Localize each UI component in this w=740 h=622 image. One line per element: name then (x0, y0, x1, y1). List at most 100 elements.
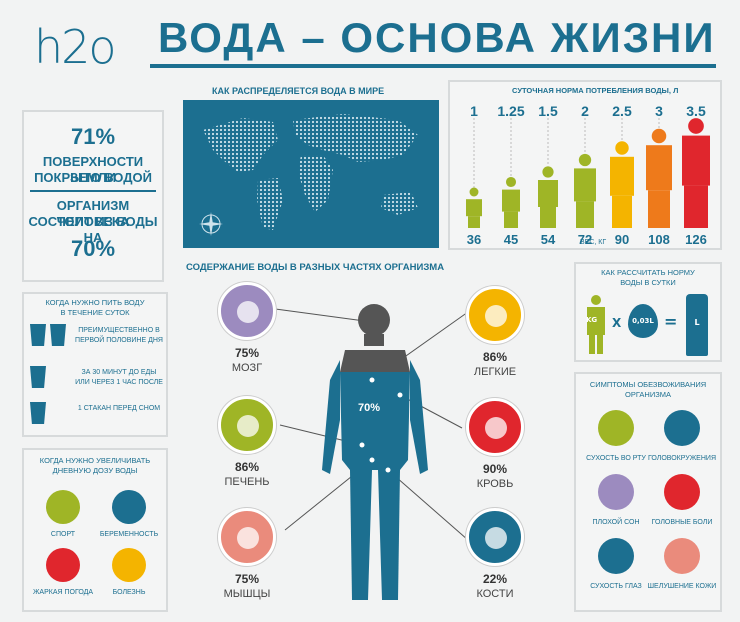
calc-panel: КАК РАССЧИТАТЬ НОРМУ ВОДЫ В СУТКИ KG X 0… (574, 262, 722, 362)
increase-title-1: КОГДА НУЖНО УВЕЛИЧИВАТЬ (39, 456, 151, 465)
page-title: ВОДА – ОСНОВА ЖИЗНИ (158, 14, 716, 61)
organ-percent: 90% (482, 462, 508, 476)
glass-icon (30, 402, 46, 424)
human-body-silhouette (322, 304, 428, 600)
organ-glyph (237, 415, 259, 437)
liters-value: 2 (581, 103, 589, 119)
lungs-icon (466, 286, 524, 344)
symptom-label: ПЛОХОЙ СОН (592, 519, 640, 526)
equals-sign: = (664, 312, 678, 331)
drink-item-text-2: ИЛИ ЧЕРЕЗ 1 ЧАС ПОСЛЕ (75, 379, 163, 386)
organ-label: КРОВЬ (476, 478, 514, 490)
earth-water-percent: 71% (70, 124, 116, 149)
daily-figure: 1.25 45 (497, 103, 524, 247)
daily-norm-title: СУТОЧНАЯ НОРМА ПОТРЕБЛЕНИЯ ВОДЫ, Л (512, 86, 679, 95)
headache-icon (664, 474, 700, 510)
glass-icon (30, 324, 46, 346)
increase-item-label: СПОРТ (50, 531, 76, 538)
blood-drop-icon (466, 398, 524, 456)
brain-icon (218, 282, 276, 340)
symptom-label: ГОЛОВОКРУЖЕНИЯ (648, 455, 716, 462)
daily-figure: 2 72 (574, 103, 596, 247)
symptom-label: ШЕЛУШЕНИЕ КОЖИ (647, 583, 717, 590)
kg-label: KG (586, 316, 598, 324)
thermometer-icon (112, 548, 146, 582)
dizziness-icon (664, 410, 700, 446)
earth-water-text-2: ПОКРЫТО ВОДОЙ (34, 170, 152, 185)
organ-label: МОЗГ (231, 362, 263, 374)
liters-value: 2.5 (612, 103, 632, 119)
increase-item-label: БОЛЕЗНЬ (112, 589, 146, 596)
organ-glyph (237, 527, 259, 549)
drink-item-text-2: ПЕРВОЙ ПОЛОВИНЕ ДНЯ (75, 337, 163, 344)
organ-label: МЫШЦЫ (223, 588, 271, 600)
weight-value: 36 (467, 232, 481, 247)
muscle-icon (218, 508, 276, 566)
liters-value: 3.5 (686, 103, 706, 119)
daily-norm-figures: 1 36 1.25 45 1.5 54 2 72 2.5 90 3 108 3.5 126 (466, 103, 710, 247)
h2o-logo: h2o (34, 20, 117, 74)
daily-figure: 1 36 (466, 103, 482, 247)
eye-icon (598, 538, 634, 574)
daily-figure: 1.5 54 (538, 103, 558, 247)
organ-percent: 75% (234, 572, 260, 586)
world-map-dots-icon (199, 114, 418, 236)
weight-value: 45 (504, 232, 518, 247)
drink-item-text-1: ЗА 30 МИНУТ ДО ЕДЫ (81, 369, 157, 376)
organ-percent: 75% (234, 346, 260, 360)
running-icon (46, 490, 80, 524)
hand-icon (664, 538, 700, 574)
when-drink-title-1: КОГДА НУЖНО ПИТЬ ВОДУ (45, 298, 145, 307)
daily-figure: 3 108 (646, 103, 672, 247)
multiply-sign: X (612, 316, 622, 330)
glass-icon (50, 324, 66, 346)
organ-glyph (237, 301, 259, 323)
symptom-label: ГОЛОВНЫЕ БОЛИ (651, 519, 713, 526)
body-water-text-2: СОСТОИТ ИЗ ВОДЫ НА (28, 214, 158, 245)
liver-icon (218, 396, 276, 454)
symptoms-title-2: ОРГАНИЗМА (625, 390, 671, 399)
bed-icon (598, 474, 634, 510)
increase-item-label: ЖАРКАЯ ПОГОДА (32, 589, 94, 596)
bones-icon (466, 508, 524, 566)
weight-value: 108 (648, 232, 670, 247)
lips-icon (598, 410, 634, 446)
water-drop-icon (628, 304, 658, 338)
liters-label: L (694, 318, 700, 327)
daily-figure: 2.5 90 (610, 103, 634, 247)
organ-label: ПЕЧЕНЬ (224, 476, 270, 488)
weight-unit: ВЕС, КГ (580, 239, 607, 246)
pregnancy-icon (112, 490, 146, 524)
bottle-icon (686, 294, 708, 356)
divider (30, 190, 156, 192)
organ-glyph (485, 305, 507, 327)
daily-figure: 3.5 126 (682, 103, 710, 247)
facts-panel: 71% ПОВЕРХНОСТИ ЗЕМЛИ ПОКРЫТО ВОДОЙ ОРГА… (22, 110, 164, 282)
person-kg-icon (587, 295, 605, 354)
symptom-label: СУХОСТЬ ГЛАЗ (590, 583, 642, 590)
symptom-label: СУХОСТЬ ВО РТУ (586, 455, 646, 462)
weight-value: 90 (615, 232, 629, 247)
liters-value: 3 (655, 103, 663, 119)
increase-dose-panel: КОГДА НУЖНО УВЕЛИЧИВАТЬ ДНЕВНУЮ ДОЗУ ВОД… (22, 448, 168, 612)
organ-percent: 86% (482, 350, 508, 364)
when-drink-panel: КОГДА НУЖНО ПИТЬ ВОДУ В ТЕЧЕНИЕ СУТОК ПР… (22, 292, 168, 437)
symptoms-panel: СИМПТОМЫ ОБЕЗВОЖИВАНИЯ ОРГАНИЗМА СУХОСТЬ… (574, 372, 722, 612)
body-water-text-1: ОРГАНИЗМ ЧЕЛОВЕКА (56, 198, 130, 229)
weight-value: 126 (685, 232, 707, 247)
sun-icon (46, 548, 80, 582)
symptoms-title-1: СИМПТОМЫ ОБЕЗВОЖИВАНИЯ (589, 380, 707, 389)
body-water-center-percent: 70% (358, 402, 381, 414)
organ-glyph (485, 527, 507, 549)
calc-title-2: ВОДЫ В СУТКИ (620, 278, 676, 287)
daily-norm-panel: СУТОЧНАЯ НОРМА ПОТРЕБЛЕНИЯ ВОДЫ, Л 1 36 1.… (448, 80, 722, 250)
title-underline (150, 64, 716, 68)
organ-percent: 86% (234, 460, 260, 474)
increase-item-label: БЕРЕМЕННОСТЬ (99, 531, 159, 538)
organ-percent: 22% (482, 572, 508, 586)
when-drink-title-2: В ТЕЧЕНИЕ СУТОК (60, 308, 130, 317)
liters-value: 1 (470, 103, 478, 119)
drink-item-text-1: 1 СТАКАН ПЕРЕД СНОМ (77, 405, 161, 412)
world-map (183, 100, 439, 248)
